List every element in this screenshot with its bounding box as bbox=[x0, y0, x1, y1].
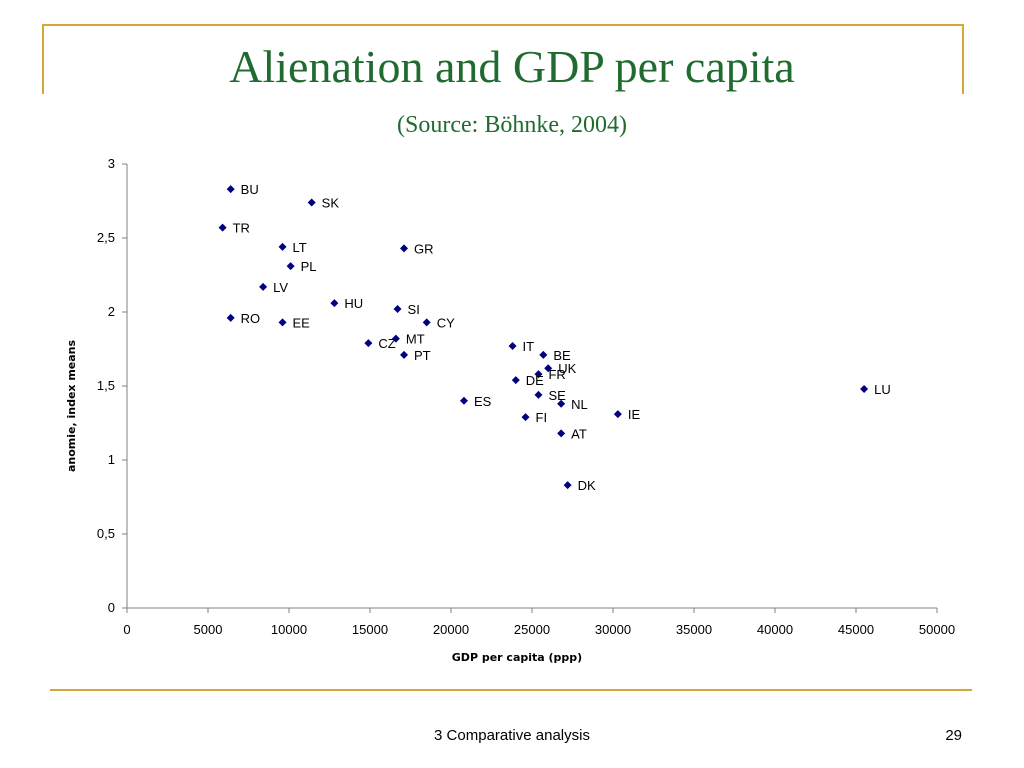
data-point-uk bbox=[544, 364, 553, 373]
x-axis-title: GDP per capita (ppp) bbox=[452, 651, 582, 664]
data-point-sk bbox=[307, 198, 316, 207]
data-point-fr bbox=[534, 370, 543, 379]
x-tick-label: 25000 bbox=[514, 622, 550, 637]
x-tick-label: 40000 bbox=[757, 622, 793, 637]
point-label-lu: LU bbox=[874, 382, 891, 397]
data-point-lu bbox=[860, 384, 869, 393]
point-label-si: SI bbox=[408, 302, 420, 317]
point-label-ee: EE bbox=[293, 315, 311, 330]
point-label-sk: SK bbox=[322, 195, 340, 210]
point-label-se: SE bbox=[548, 388, 566, 403]
data-point-bu bbox=[226, 185, 235, 194]
point-label-pt: PT bbox=[414, 348, 431, 363]
x-tick-label: 5000 bbox=[194, 622, 223, 637]
data-point-de bbox=[511, 376, 520, 385]
data-point-si bbox=[393, 305, 402, 314]
data-point-tr bbox=[218, 223, 227, 232]
y-tick-label: 0 bbox=[108, 600, 115, 615]
data-point-hu bbox=[330, 299, 339, 308]
data-point-ee bbox=[278, 318, 287, 327]
slide-subtitle: (Source: Böhnke, 2004) bbox=[397, 112, 627, 138]
data-point-be bbox=[539, 350, 548, 359]
top-accent-line bbox=[42, 24, 964, 26]
y-tick-label: 1 bbox=[108, 452, 115, 467]
x-tick-label: 30000 bbox=[595, 622, 631, 637]
point-label-es: ES bbox=[474, 394, 492, 409]
bottom-accent-line bbox=[50, 689, 972, 691]
data-point-dk bbox=[563, 481, 572, 490]
point-label-bu: BU bbox=[241, 182, 259, 197]
point-label-de: DE bbox=[526, 373, 544, 388]
data-point-cy bbox=[422, 318, 431, 327]
point-label-nl: NL bbox=[571, 397, 588, 412]
footer-section-label: 3 Comparative analysis bbox=[434, 727, 590, 744]
data-point-mt bbox=[391, 334, 400, 343]
x-tick-label: 10000 bbox=[271, 622, 307, 637]
point-label-fi: FI bbox=[536, 410, 548, 425]
point-label-gr: GR bbox=[414, 241, 434, 256]
point-label-ro: RO bbox=[241, 311, 261, 326]
point-label-dk: DK bbox=[578, 478, 596, 493]
point-label-at: AT bbox=[571, 426, 587, 441]
y-axis-title: anomie, index means bbox=[65, 340, 78, 473]
point-label-uk: UK bbox=[558, 361, 576, 376]
y-tick-label: 2,5 bbox=[97, 230, 115, 245]
page-number: 29 bbox=[945, 727, 962, 744]
x-tick-label: 45000 bbox=[838, 622, 874, 637]
data-point-it bbox=[508, 342, 517, 351]
y-tick-label: 2 bbox=[108, 304, 115, 319]
point-label-lv: LV bbox=[273, 280, 288, 295]
data-point-ie bbox=[613, 410, 622, 419]
x-tick-label: 35000 bbox=[676, 622, 712, 637]
point-label-it: IT bbox=[523, 339, 535, 354]
point-label-cy: CY bbox=[437, 315, 455, 330]
scatter-chart: 0 0,5 1 1,5 2 2,5 3 0 5000 10000 15000 20000 25000 30… bbox=[65, 156, 955, 664]
y-tick-label: 1,5 bbox=[97, 378, 115, 393]
data-point-lt bbox=[278, 242, 287, 251]
left-accent-line bbox=[42, 24, 44, 94]
point-label-lt: LT bbox=[293, 240, 307, 255]
point-label-cz: CZ bbox=[378, 336, 395, 351]
x-tick-label: 0 bbox=[123, 622, 130, 637]
point-label-mt: MT bbox=[406, 332, 425, 347]
x-tick-label: 20000 bbox=[433, 622, 469, 637]
y-tick-label: 0,5 bbox=[97, 526, 115, 541]
data-point-lv bbox=[259, 282, 268, 291]
data-point-fi bbox=[521, 413, 530, 422]
slide-title: Alienation and GDP per capita bbox=[229, 41, 795, 92]
y-tick-label: 3 bbox=[108, 156, 115, 171]
point-label-hu: HU bbox=[344, 296, 363, 311]
data-point-at bbox=[557, 429, 566, 438]
point-label-fr: FR bbox=[548, 367, 565, 382]
point-label-tr: TR bbox=[233, 221, 250, 236]
data-point-cz bbox=[364, 339, 373, 348]
x-tick-label: 15000 bbox=[352, 622, 388, 637]
data-point-pt bbox=[400, 350, 409, 359]
data-point-se bbox=[534, 390, 543, 399]
point-label-ie: IE bbox=[628, 407, 641, 422]
point-label-be: BE bbox=[553, 348, 571, 363]
data-point-es bbox=[459, 396, 468, 405]
data-point-pl bbox=[286, 262, 295, 271]
data-point-nl bbox=[557, 399, 566, 408]
x-tick-label: 50000 bbox=[919, 622, 955, 637]
data-point-ro bbox=[226, 313, 235, 322]
right-accent-line bbox=[962, 24, 964, 94]
point-label-pl: PL bbox=[301, 259, 317, 274]
data-point-gr bbox=[400, 244, 409, 253]
